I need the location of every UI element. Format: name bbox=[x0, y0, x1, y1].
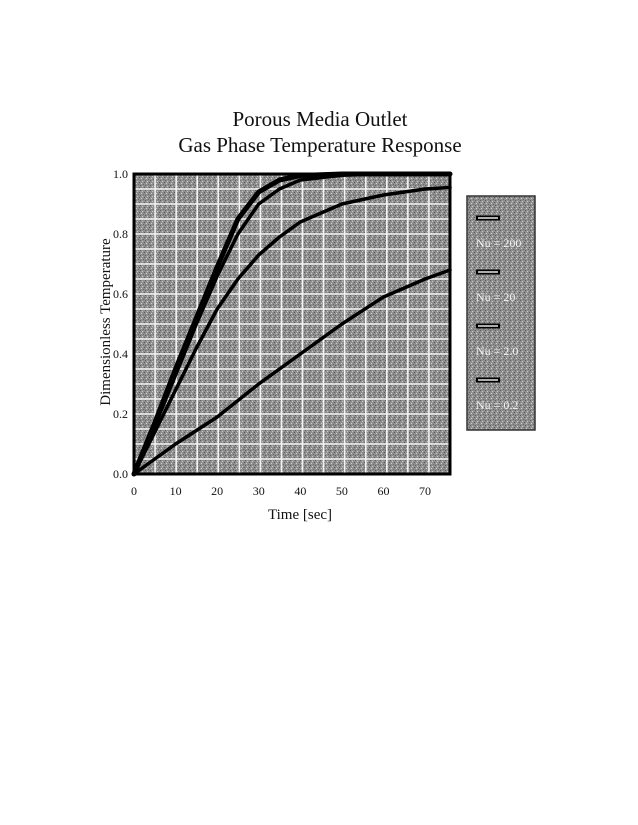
grid bbox=[134, 174, 450, 474]
plot-frame bbox=[132, 172, 452, 476]
x-tick-label: 20 bbox=[211, 484, 223, 498]
x-tick-label: 40 bbox=[294, 484, 306, 498]
series-line bbox=[132, 268, 452, 476]
x-tick-label: 30 bbox=[253, 484, 265, 498]
y-tick-label: 0.8 bbox=[113, 227, 128, 241]
x-tick-label: 0 bbox=[131, 484, 137, 498]
series-line bbox=[132, 185, 452, 476]
y-tick-label: 0.4 bbox=[113, 347, 128, 361]
legend-label: Nu = 2.0 bbox=[476, 344, 518, 358]
legend: Nu = 200 Nu = 20 Nu = 2.0 Nu = 0.2 bbox=[466, 195, 536, 431]
legend-label: Nu = 200 bbox=[476, 236, 521, 250]
x-axis-label: Time [sec] bbox=[268, 507, 332, 523]
y-tick-label: 0.2 bbox=[113, 407, 128, 421]
chart-title: Porous Media Outlet bbox=[233, 107, 408, 131]
x-tick-label: 60 bbox=[377, 484, 389, 498]
chart-subtitle: Gas Phase Temperature Response bbox=[178, 133, 461, 157]
y-tick-label: 0.0 bbox=[113, 467, 128, 481]
x-tick-label: 10 bbox=[170, 484, 182, 498]
x-tick-label: 70 bbox=[419, 484, 431, 498]
y-axis-ticks: 0.0 0.2 0.4 0.6 0.8 1.0 bbox=[113, 167, 128, 481]
y-tick-label: 1.0 bbox=[113, 167, 128, 181]
legend-label: Nu = 0.2 bbox=[476, 398, 518, 412]
legend-box bbox=[466, 195, 536, 431]
x-tick-label: 50 bbox=[336, 484, 348, 498]
y-tick-label: 0.6 bbox=[113, 287, 128, 301]
legend-label: Nu = 20 bbox=[476, 290, 515, 304]
y-axis-label: Dimensionless Temperature bbox=[98, 238, 114, 406]
x-axis-ticks: 0 10 20 30 40 50 60 70 bbox=[131, 484, 431, 498]
